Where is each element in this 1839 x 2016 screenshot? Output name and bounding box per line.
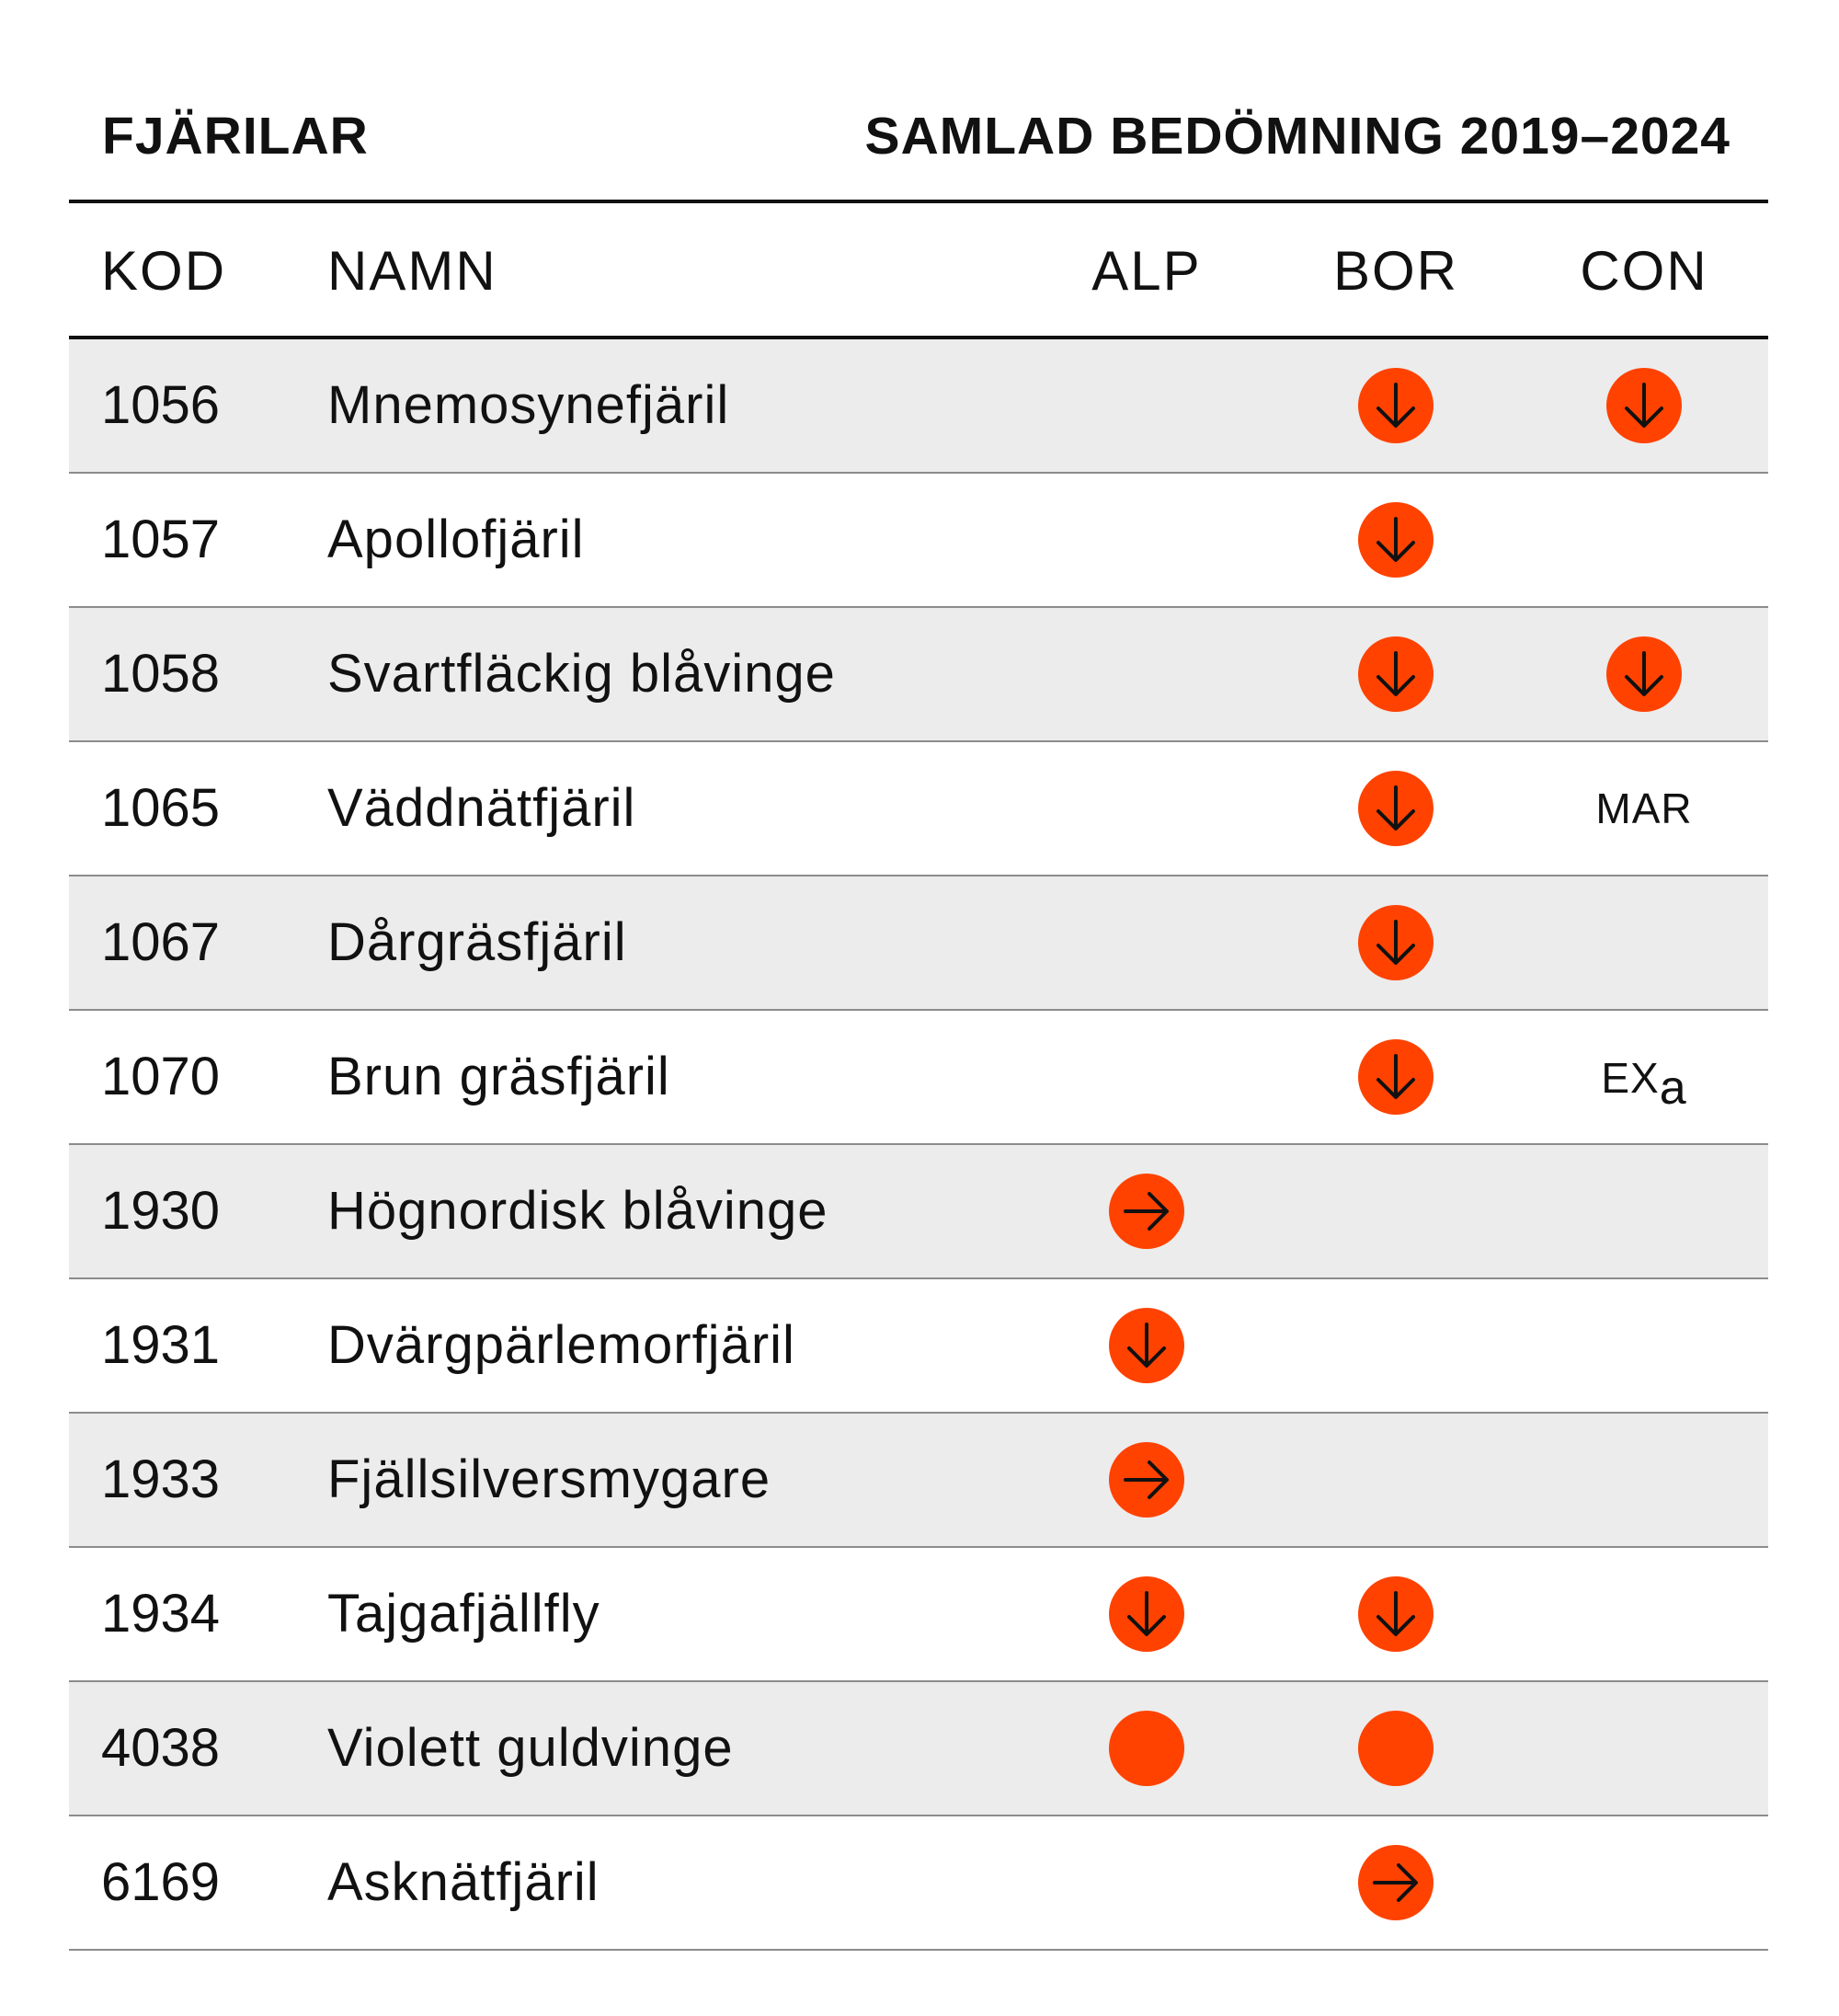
table-row: 4038 Violett guldvinge — [69, 1682, 1768, 1816]
arrow-down-icon — [1606, 368, 1682, 443]
cell-kod: 1934 — [101, 1584, 221, 1644]
column-header-namn: NAMN — [327, 240, 497, 302]
column-header-con: CON — [1580, 240, 1708, 302]
cell-kod: 1930 — [101, 1181, 221, 1241]
species-table: 1056 Mnemosynefjäril 1057 Apollofjäril 105… — [69, 339, 1768, 1951]
cell-kod: 1931 — [101, 1315, 221, 1375]
con-status-note: EXa — [1601, 1011, 1686, 1143]
dot-icon — [1358, 1711, 1434, 1786]
table-row: 1065 Väddnätfjäril MAR — [69, 742, 1768, 876]
cell-namn: Violett guldvinge — [327, 1718, 734, 1778]
cell-namn: Dvärgpärlemorfjäril — [327, 1315, 795, 1375]
arrow-right-icon — [1109, 1174, 1184, 1249]
cell-namn: Högnordisk blåvinge — [327, 1181, 828, 1241]
arrow-down-icon — [1109, 1576, 1184, 1652]
con-status-text: EX — [1601, 1054, 1660, 1102]
arrow-right-icon — [1109, 1442, 1184, 1518]
arrow-down-icon — [1358, 771, 1434, 846]
arrow-down-icon — [1109, 1308, 1184, 1383]
cell-namn: Asknätfjäril — [327, 1852, 600, 1912]
table-row: 1931 Dvärgpärlemorfjäril — [69, 1279, 1768, 1414]
cell-kod: 1057 — [101, 510, 221, 569]
cell-namn: Svartfläckig blåvinge — [327, 644, 836, 704]
con-status-subscript: a — [1659, 1061, 1687, 1115]
column-header-alp: ALP — [1091, 240, 1202, 302]
table-row: 1058 Svartfläckig blåvinge — [69, 608, 1768, 742]
cell-kod: 6169 — [101, 1852, 221, 1912]
table-row: 1934 Tajgafjällfly — [69, 1548, 1768, 1682]
page-subtitle: SAMLAD BEDÖMNING 2019–2024 — [864, 107, 1730, 166]
cell-namn: Tajgafjällfly — [327, 1584, 600, 1644]
dot-icon — [1109, 1711, 1184, 1786]
cell-namn: Fjällsilversmygare — [327, 1449, 771, 1509]
cell-namn: Apollofjäril — [327, 510, 585, 569]
cell-kod: 1933 — [101, 1449, 221, 1509]
table-row: 1057 Apollofjäril — [69, 474, 1768, 608]
con-status-note: MAR — [1595, 742, 1692, 875]
cell-kod: 1067 — [101, 912, 221, 972]
cell-kod: 1065 — [101, 778, 221, 838]
table-row: 6169 Asknätfjäril — [69, 1816, 1768, 1951]
table-row: 1070 Brun gräsfjäril EXa — [69, 1011, 1768, 1145]
con-status-text: MAR — [1595, 785, 1693, 832]
cell-namn: Väddnätfjäril — [327, 778, 636, 838]
arrow-down-icon — [1358, 368, 1434, 443]
top-rule — [69, 200, 1768, 203]
cell-namn: Dårgräsfjäril — [327, 912, 627, 972]
column-header-kod: KOD — [101, 240, 227, 302]
column-header-bor: BOR — [1332, 240, 1459, 302]
cell-namn: Brun gräsfjäril — [327, 1047, 670, 1106]
arrow-right-icon — [1358, 1845, 1434, 1920]
arrow-down-icon — [1606, 636, 1682, 712]
arrow-down-icon — [1358, 1576, 1434, 1652]
table-row: 1930 Högnordisk blåvinge — [69, 1145, 1768, 1279]
cell-kod: 1058 — [101, 644, 221, 704]
page-title: FJÄRILAR — [102, 107, 369, 166]
cell-kod: 1056 — [101, 375, 221, 435]
arrow-down-icon — [1358, 905, 1434, 980]
table-row: 1067 Dårgräsfjäril — [69, 876, 1768, 1011]
header-rule — [69, 336, 1768, 339]
column-header-row: KOD NAMN ALP BOR CON — [69, 207, 1768, 336]
table-row: 1056 Mnemosynefjäril — [69, 339, 1768, 474]
table-row: 1933 Fjällsilversmygare — [69, 1414, 1768, 1548]
arrow-down-icon — [1358, 502, 1434, 578]
arrow-down-icon — [1358, 1039, 1434, 1115]
cell-kod: 1070 — [101, 1047, 221, 1106]
cell-namn: Mnemosynefjäril — [327, 375, 730, 435]
cell-kod: 4038 — [101, 1718, 221, 1778]
arrow-down-icon — [1358, 636, 1434, 712]
